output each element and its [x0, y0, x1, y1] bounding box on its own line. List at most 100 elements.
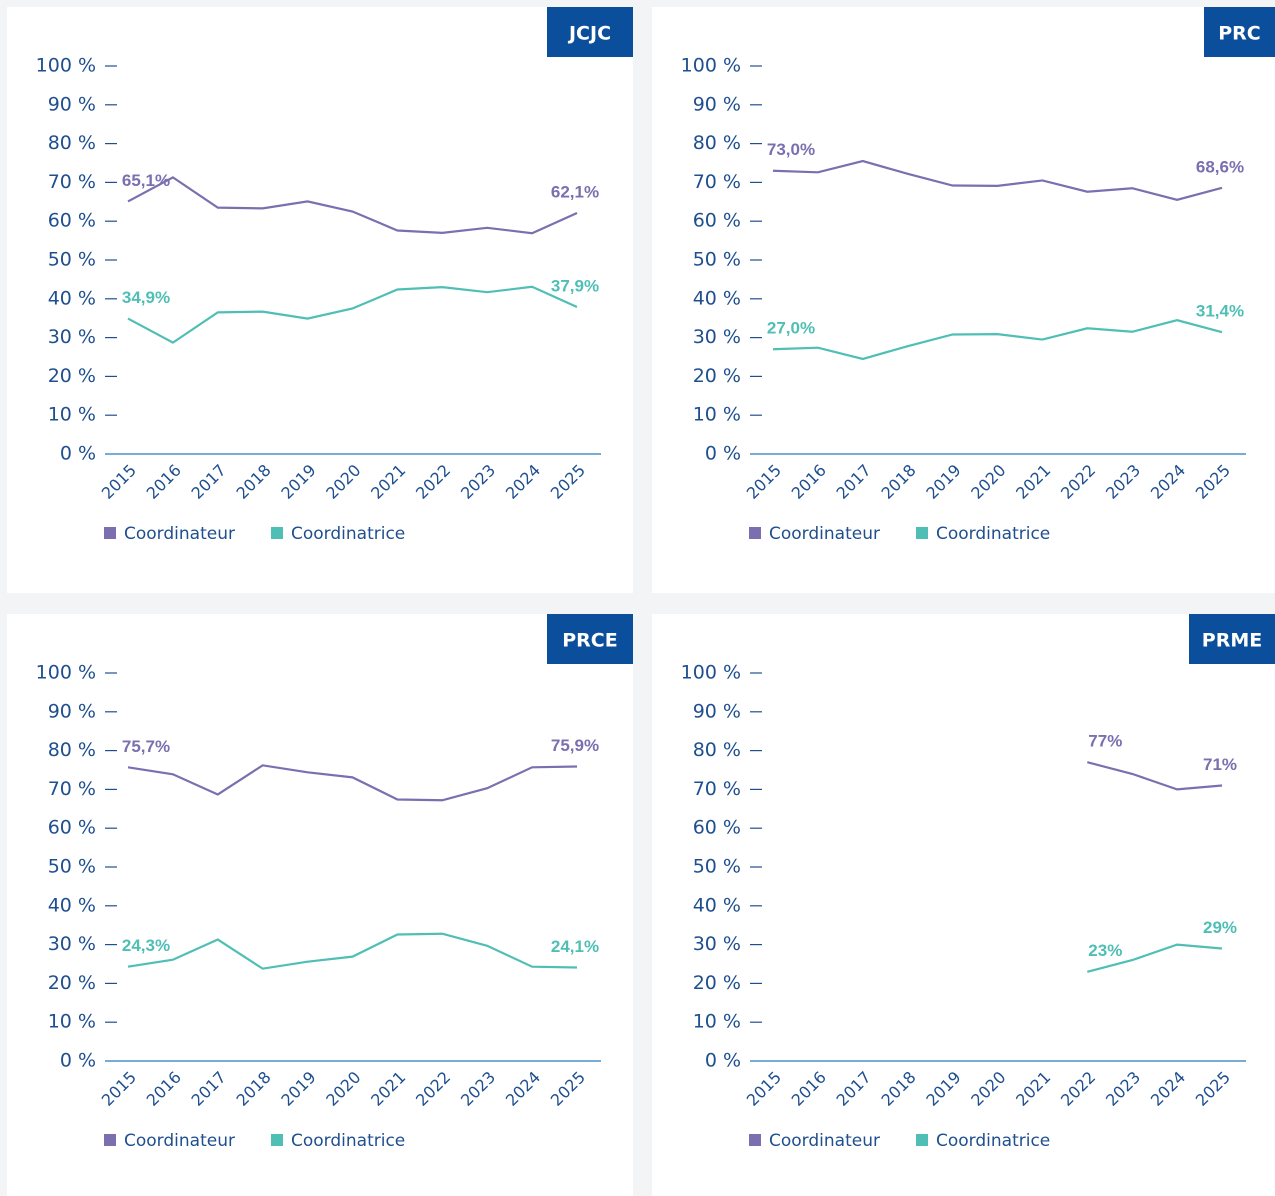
chart-title: JCJC [567, 23, 611, 45]
title-badge [547, 614, 633, 664]
y-tick-label: 80 % [48, 739, 96, 761]
y-tick-label: 50 % [693, 249, 741, 271]
chart-panel: PRME 0 % 10 % 20 % 30 % 40 % 50 % 60 % 70 % 80 % 9… [652, 614, 1275, 1196]
data-label: 34,9% [122, 288, 170, 307]
data-label: 75,7% [122, 737, 170, 756]
panel-bg [7, 7, 633, 593]
y-tick-label: 90 % [48, 93, 96, 115]
y-tick-label: 40 % [48, 287, 96, 309]
panel-bg [652, 614, 1275, 1196]
data-label: 24,1% [551, 937, 599, 956]
title-badge [547, 7, 633, 57]
y-tick-label: 70 % [693, 171, 741, 193]
data-label: 24,3% [122, 936, 170, 955]
y-tick-label: 70 % [48, 171, 96, 193]
y-tick-label: 90 % [693, 700, 741, 722]
chart-title: PRCE [562, 630, 617, 652]
legend-label: Coordinatrice [936, 1131, 1050, 1151]
legend-swatch [104, 527, 116, 539]
y-tick-label: 10 % [48, 404, 96, 426]
series-line [772, 319, 1223, 361]
y-tick-label: 50 % [48, 249, 96, 271]
y-tick-label: 50 % [693, 856, 741, 878]
title-badge [1189, 614, 1275, 664]
data-label: 27,0% [767, 319, 815, 338]
series-line [127, 285, 578, 344]
y-tick-label: 60 % [693, 210, 741, 232]
data-label: 65,1% [122, 171, 170, 190]
y-tick-label: 30 % [48, 326, 96, 348]
y-tick-label: 0 % [705, 1050, 741, 1072]
y-tick-label: 90 % [693, 93, 741, 115]
data-label: 75,9% [551, 736, 599, 755]
y-tick-label: 30 % [693, 326, 741, 348]
panel-bg [7, 614, 633, 1196]
data-label: 68,6% [1196, 157, 1244, 176]
legend-label: Coordinateur [124, 1131, 235, 1151]
y-tick-label: 20 % [693, 365, 741, 387]
data-label: 37,9% [551, 276, 599, 295]
series-line [1087, 761, 1223, 791]
data-label: 62,1% [551, 183, 599, 202]
y-tick-label: 40 % [693, 894, 741, 916]
legend-swatch [916, 1134, 928, 1146]
legend-swatch [271, 1134, 283, 1146]
y-tick-label: 60 % [48, 817, 96, 839]
y-tick-label: 20 % [48, 365, 96, 387]
y-tick-label: 10 % [48, 1011, 96, 1033]
y-tick-label: 70 % [693, 778, 741, 800]
data-label: 23% [1088, 941, 1122, 960]
legend-swatch [749, 1134, 761, 1146]
y-tick-label: 80 % [693, 739, 741, 761]
y-tick-label: 100 % [36, 55, 96, 77]
y-tick-label: 10 % [693, 1011, 741, 1033]
series-line [1087, 943, 1223, 973]
series-line [772, 159, 1223, 201]
y-tick-label: 0 % [705, 443, 741, 465]
data-label: 73,0% [767, 140, 815, 159]
y-tick-label: 60 % [48, 210, 96, 232]
data-label: 31,4% [1196, 302, 1244, 321]
y-tick-label: 70 % [48, 778, 96, 800]
legend-label: Coordinateur [769, 524, 880, 544]
title-badge [1204, 7, 1275, 57]
y-tick-label: 50 % [48, 856, 96, 878]
y-tick-label: 20 % [48, 972, 96, 994]
y-tick-label: 100 % [36, 662, 96, 684]
series-line [127, 932, 578, 970]
chart-panel: JCJC 0 % 10 % 20 % 30 % 40 % 50 % 60 % 70 % 80 % 9… [7, 7, 633, 593]
y-tick-label: 60 % [693, 817, 741, 839]
chart-title: PRC [1218, 23, 1261, 45]
legend-swatch [749, 527, 761, 539]
legend-swatch [916, 527, 928, 539]
y-tick-label: 40 % [48, 894, 96, 916]
y-tick-label: 100 % [681, 662, 741, 684]
y-tick-label: 0 % [60, 1050, 96, 1072]
y-tick-label: 0 % [60, 443, 96, 465]
y-tick-label: 80 % [693, 132, 741, 154]
series-line [127, 176, 578, 235]
y-tick-label: 30 % [693, 933, 741, 955]
y-tick-label: 100 % [681, 55, 741, 77]
legend-swatch [104, 1134, 116, 1146]
chart-panel: PRC 0 % 10 % 20 % 30 % 40 % 50 % 60 % 70 % 80 % 90… [652, 7, 1275, 593]
series-line [127, 764, 578, 802]
data-label: 71% [1203, 755, 1237, 774]
y-tick-label: 40 % [693, 287, 741, 309]
y-tick-label: 80 % [48, 132, 96, 154]
data-label: 29% [1203, 918, 1237, 937]
legend-label: Coordinateur [769, 1131, 880, 1151]
legend-label: Coordinatrice [291, 1131, 405, 1151]
legend-label: Coordinatrice [936, 524, 1050, 544]
y-tick-label: 10 % [693, 404, 741, 426]
y-tick-label: 30 % [48, 933, 96, 955]
y-tick-label: 90 % [48, 700, 96, 722]
chart-title: PRME [1202, 630, 1262, 652]
legend-label: Coordinatrice [291, 524, 405, 544]
chart-panel: PRCE 0 % 10 % 20 % 30 % 40 % 50 % 60 % 70 % 80 % 9… [7, 614, 633, 1196]
legend-swatch [271, 527, 283, 539]
panel-bg [652, 7, 1275, 593]
data-label: 77% [1088, 732, 1122, 751]
y-tick-label: 20 % [693, 972, 741, 994]
